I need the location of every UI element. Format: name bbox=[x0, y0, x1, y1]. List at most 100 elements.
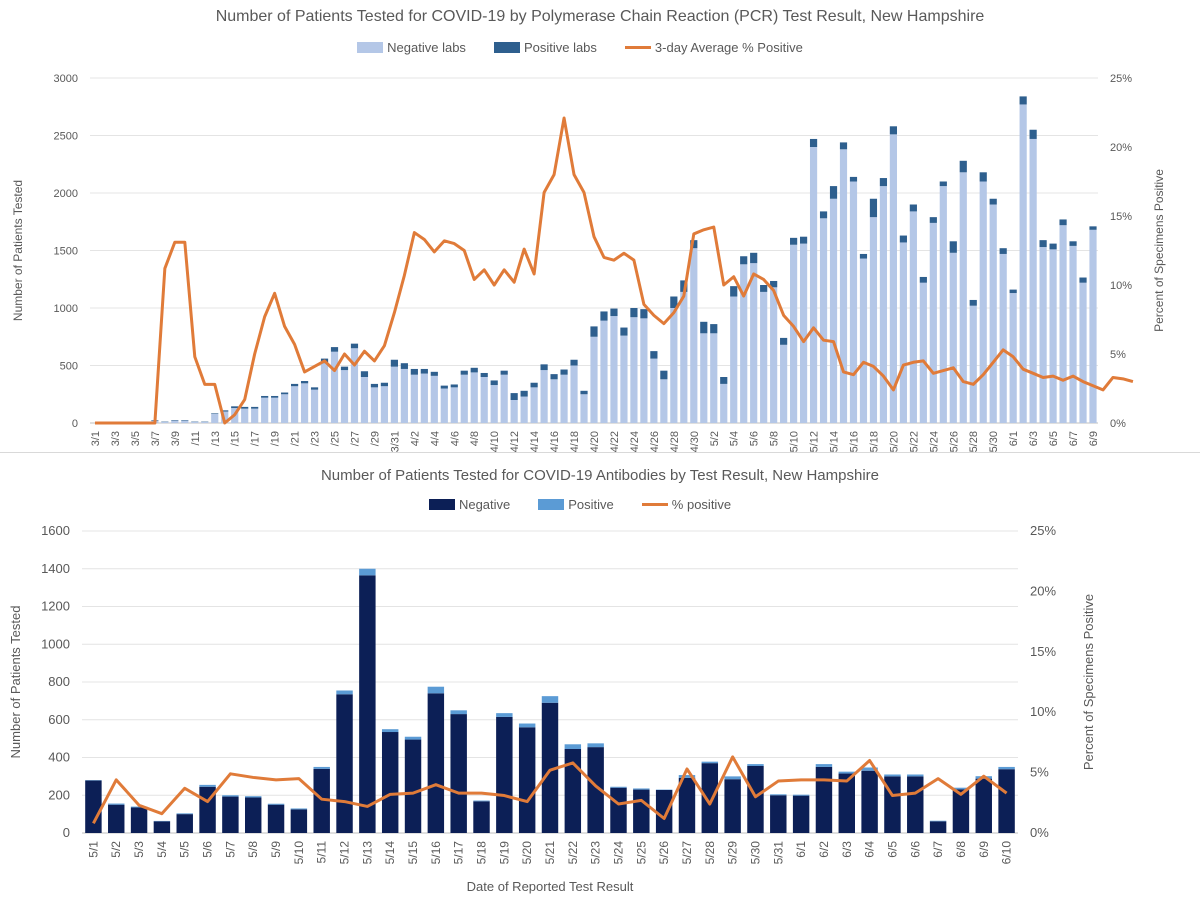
positive-labs-swatch bbox=[494, 42, 520, 53]
legend-negative: Negative bbox=[429, 497, 510, 512]
x-tick-label: 5/3 bbox=[132, 841, 146, 858]
x-tick-label: /29 bbox=[369, 431, 381, 446]
positive-bar bbox=[750, 253, 757, 263]
positive-bar bbox=[1010, 290, 1017, 293]
legend-negative-label: Negative bbox=[459, 497, 510, 512]
positive-bar bbox=[640, 309, 647, 318]
negative-bar bbox=[531, 387, 538, 423]
x-tick-label: 4/24 bbox=[629, 431, 641, 452]
x-tick-label: 4/20 bbox=[589, 431, 601, 452]
x-tick-label: /21 bbox=[290, 431, 302, 446]
legend-positive-labs: Positive labs bbox=[494, 40, 597, 55]
legend-negative-labs-label: Negative labs bbox=[387, 40, 466, 55]
negative-bar bbox=[770, 287, 777, 423]
x-tick-label: 4/16 bbox=[549, 431, 561, 452]
x-tick-label: 5/27 bbox=[680, 841, 694, 865]
x-tick-label: 5/20 bbox=[520, 841, 534, 865]
y2-tick-label: 25% bbox=[1030, 523, 1056, 538]
positive-bar bbox=[790, 238, 797, 245]
positive-bar bbox=[371, 384, 378, 387]
negative-bar bbox=[910, 211, 917, 423]
y2-tick-label: 5% bbox=[1110, 349, 1126, 361]
positive-bar bbox=[491, 380, 498, 385]
x-tick-label: 5/16 bbox=[848, 431, 860, 452]
x-tick-label: 6/1 bbox=[1008, 431, 1020, 446]
positive-bar bbox=[211, 413, 218, 414]
negative-bar bbox=[900, 242, 907, 423]
x-tick-label: 4/14 bbox=[529, 431, 541, 452]
negative-bar bbox=[521, 397, 528, 423]
negative-bar bbox=[780, 345, 787, 423]
positive-bar bbox=[633, 788, 649, 789]
positive-bar bbox=[428, 687, 444, 694]
x-tick-label: 5/14 bbox=[383, 841, 397, 865]
negative-bar bbox=[770, 795, 786, 833]
negative-bar bbox=[1089, 230, 1096, 423]
negative-bar bbox=[441, 389, 448, 424]
negative-bar bbox=[690, 248, 697, 423]
negative-bar bbox=[747, 766, 763, 833]
x-tick-label: 5/17 bbox=[452, 841, 466, 865]
positive-bar bbox=[541, 364, 548, 370]
positive-bar bbox=[382, 729, 398, 732]
x-tick-label: 5/4 bbox=[729, 431, 741, 446]
positive-bar bbox=[311, 387, 318, 389]
positive-bar bbox=[271, 396, 278, 398]
positive-bar bbox=[660, 371, 667, 380]
x-tick-label: 4/22 bbox=[609, 431, 621, 452]
positive-bar bbox=[1030, 130, 1037, 139]
negative-bar bbox=[428, 693, 444, 833]
antibody-chart-title: Number of Patients Tested for COVID-19 A… bbox=[0, 467, 1200, 484]
positive-bar bbox=[1000, 248, 1007, 254]
x-tick-label: 5/12 bbox=[809, 431, 821, 452]
negative-bar bbox=[541, 370, 548, 423]
positive-bar bbox=[519, 724, 535, 728]
negative-bar bbox=[702, 763, 718, 833]
positive-bar bbox=[560, 370, 567, 375]
negative-bar bbox=[1079, 283, 1086, 423]
negative-bar bbox=[930, 223, 937, 423]
positive-bar bbox=[281, 393, 288, 395]
negative-bar bbox=[800, 244, 807, 423]
positive-bar bbox=[930, 217, 937, 223]
x-tick-label: 4/10 bbox=[489, 431, 501, 452]
x-tick-label: 5/22 bbox=[908, 431, 920, 452]
positive-bar bbox=[511, 393, 518, 400]
negative-bar bbox=[950, 253, 957, 423]
x-tick-label: 5/24 bbox=[611, 841, 625, 865]
negative-bar bbox=[501, 375, 508, 423]
negative-bar bbox=[511, 400, 518, 423]
x-tick-label: 5/21 bbox=[543, 841, 557, 865]
x-tick-label: 5/5 bbox=[178, 841, 192, 858]
x-tick-label: 3/3 bbox=[110, 431, 122, 446]
positive-bar bbox=[401, 363, 408, 369]
y-tick-label: 1400 bbox=[41, 561, 70, 576]
negative-bar bbox=[461, 375, 468, 423]
negative-bar bbox=[793, 796, 809, 833]
negative-bar bbox=[1049, 249, 1056, 423]
negative-bar bbox=[1059, 225, 1066, 423]
negative-bar bbox=[660, 379, 667, 423]
y-tick-label: 600 bbox=[48, 712, 70, 727]
positive-bar bbox=[770, 794, 786, 795]
x-tick-label: /27 bbox=[349, 431, 361, 446]
y2-tick-label: 0% bbox=[1110, 418, 1126, 430]
positive-bar bbox=[570, 360, 577, 366]
positive-bar bbox=[1020, 96, 1027, 104]
negative-bar bbox=[610, 316, 617, 423]
x-tick-label: 5/2 bbox=[709, 431, 721, 446]
positive-bar bbox=[780, 338, 787, 345]
negative-bar bbox=[311, 390, 318, 423]
x-tick-label: 6/10 bbox=[1000, 841, 1014, 865]
negative-bar bbox=[1069, 246, 1076, 423]
negative-bar bbox=[907, 776, 923, 833]
negative-bar bbox=[930, 821, 946, 833]
y-axis-title: Number of Patients Tested bbox=[11, 180, 25, 321]
negative-bar bbox=[131, 808, 147, 833]
negative-bar bbox=[970, 306, 977, 423]
x-tick-label: 5/31 bbox=[771, 841, 785, 865]
positive-bar bbox=[850, 177, 857, 182]
negative-bar bbox=[670, 308, 677, 423]
legend-negative-labs: Negative labs bbox=[357, 40, 466, 55]
